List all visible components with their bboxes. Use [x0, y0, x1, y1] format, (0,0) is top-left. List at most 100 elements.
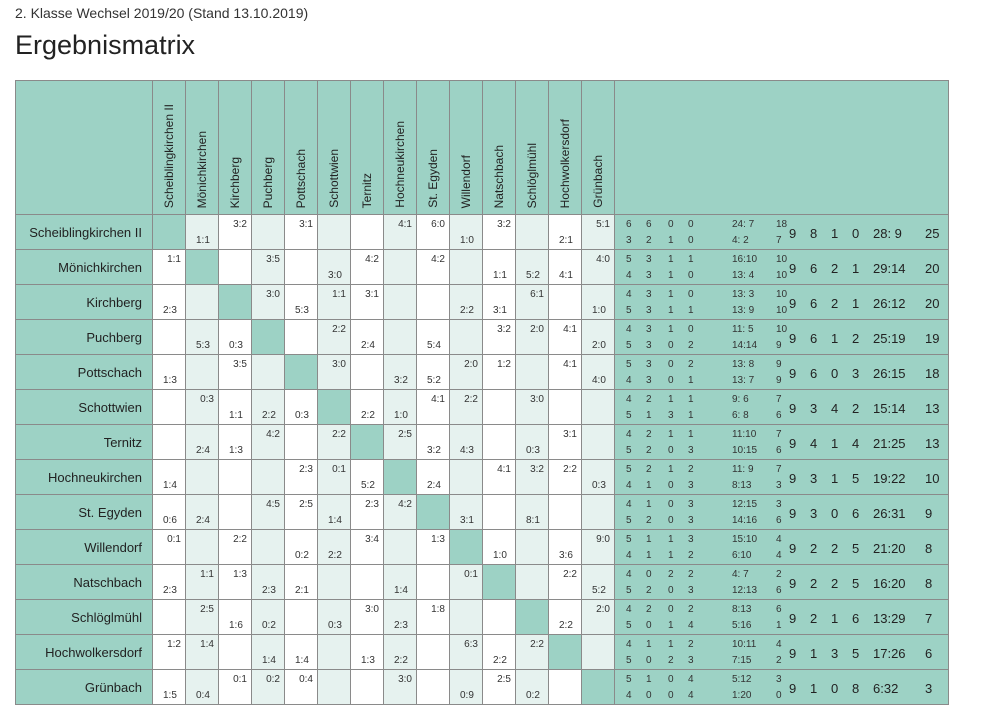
row-team-name: Ternitz: [15, 424, 153, 460]
total-value: 2: [810, 576, 818, 591]
stat-value: 12:15: [732, 499, 758, 510]
total-value: 16:20: [873, 576, 906, 591]
away-result: 0:2: [295, 550, 309, 561]
table-row: Hochneukirchen 1:4 2:3 0:1 5:2 2:4 4:1 3:2 2:2 0:…: [15, 459, 949, 495]
stat-value: 2: [646, 235, 652, 246]
total-value: 2: [852, 331, 860, 346]
total-value: 9: [789, 331, 797, 346]
total-value: 2: [831, 576, 839, 591]
stat-value: 1: [668, 639, 674, 650]
total-points: 8: [925, 541, 933, 556]
total-value: 28: 9: [873, 226, 902, 241]
matrix-cell: 3:0: [251, 284, 285, 320]
home-result: 4:5: [266, 499, 280, 510]
away-result: 0:6: [163, 515, 177, 526]
stat-value: 0: [668, 340, 674, 351]
stat-value: 2: [646, 429, 652, 440]
stat-value: 13: 4: [732, 270, 755, 281]
column-header-label: Mönichkirchen: [195, 130, 209, 208]
stat-value: 1: [776, 620, 782, 631]
matrix-cell: [152, 599, 186, 635]
stat-value: 3: [646, 270, 652, 281]
matrix-cell: [350, 354, 384, 390]
home-result: 2:5: [200, 604, 214, 615]
home-result: 3:0: [530, 394, 544, 405]
stat-value: 3: [646, 254, 652, 265]
matrix-cell: [581, 494, 615, 530]
matrix-cell: [185, 354, 219, 390]
matrix-cell: 3:0: [383, 669, 417, 705]
stat-value: 1: [646, 410, 652, 421]
column-header-label: Willendorf: [459, 154, 473, 208]
column-header-team: Willendorf: [449, 80, 483, 215]
stat-value: 6: [646, 219, 652, 230]
matrix-cell-diagonal: [515, 599, 549, 635]
stat-value: 4: [626, 690, 632, 701]
row-team-name: Hochneukirchen: [15, 459, 153, 495]
total-value: 9: [789, 261, 797, 276]
column-header-team: Scheiblingkirchen II: [152, 80, 186, 215]
matrix-cell: 3:1: [350, 284, 384, 320]
stat-value: 12:13: [732, 585, 758, 596]
stat-value: 5: [626, 359, 632, 370]
table-row: Puchberg 5:3 0:3 2:2 2:4 5:4 3:2 2:0 4:1 2:0 4 3 1 0 1…: [15, 319, 949, 355]
row-team-name: Willendorf: [15, 529, 153, 565]
matrix-cell: 4:0: [581, 249, 615, 285]
stat-value: 0: [668, 445, 674, 456]
matrix-cell: 2:5: [482, 669, 516, 705]
home-result: 1:3: [233, 569, 247, 580]
matrix-cell: 2:2: [317, 319, 351, 355]
home-result: 2:3: [365, 499, 379, 510]
total-value: 3: [831, 646, 839, 661]
stat-value: 13: 3: [732, 289, 755, 300]
matrix-cell: [152, 389, 186, 425]
stat-value: 1: [688, 394, 694, 405]
column-header-label: Schottwien: [327, 149, 341, 208]
total-points: 13: [925, 436, 940, 451]
column-header-label: Schlöglmühl: [525, 142, 539, 208]
matrix-cell: 1:1: [482, 249, 516, 285]
matrix-cell: 1:3: [152, 354, 186, 390]
row-statistics: 5 1 0 4 5:12 3 4 0 0 4 1:20 0 9 1 0 8 6:32 3: [614, 669, 949, 705]
matrix-cell: 2:2: [449, 284, 483, 320]
stat-value: 4: [626, 639, 632, 650]
matrix-cell: 0:6: [152, 494, 186, 530]
total-value: 3: [810, 401, 818, 416]
matrix-cell: [284, 249, 318, 285]
matrix-cell: 1:5: [152, 669, 186, 705]
matrix-cell: [449, 249, 483, 285]
away-result: 3:1: [493, 305, 507, 316]
matrix-cell-diagonal: [185, 249, 219, 285]
away-result: 1:1: [229, 410, 243, 421]
stat-value: 5:12: [732, 674, 752, 685]
row-statistics: 5 3 1 1 16:10 10 4 3 1 0 13: 4 10 9 6 2 1 29:14 20: [614, 249, 949, 285]
matrix-cell: [515, 214, 549, 250]
away-result: 2:3: [262, 585, 276, 596]
matrix-cell: [350, 564, 384, 600]
away-result: 1:4: [295, 655, 309, 666]
matrix-cell: 3:2: [383, 354, 417, 390]
matrix-cell-diagonal: [350, 424, 384, 460]
matrix-cell: 2:1: [284, 564, 318, 600]
matrix-cell-diagonal: [152, 214, 186, 250]
away-result: 1:1: [493, 270, 507, 281]
matrix-cell: [482, 424, 516, 460]
matrix-cell: 1:4: [284, 634, 318, 670]
total-points: 20: [925, 261, 940, 276]
away-result: 2:2: [361, 410, 375, 421]
total-value: 2: [831, 296, 839, 311]
total-value: 5: [852, 471, 860, 486]
stat-value: 0: [688, 289, 694, 300]
total-value: 1: [831, 226, 839, 241]
matrix-cell: 4:2: [350, 249, 384, 285]
matrix-cell-diagonal: [251, 319, 285, 355]
matrix-cell: [350, 214, 384, 250]
total-points: 7: [925, 611, 933, 626]
matrix-cell: 2:0: [581, 599, 615, 635]
column-header-label: Hochneukirchen: [393, 121, 407, 208]
away-result: 2:4: [361, 340, 375, 351]
total-value: 9: [789, 506, 797, 521]
stat-value: 6: [776, 585, 782, 596]
total-value: 2: [810, 541, 818, 556]
matrix-cell: 1:0: [482, 529, 516, 565]
